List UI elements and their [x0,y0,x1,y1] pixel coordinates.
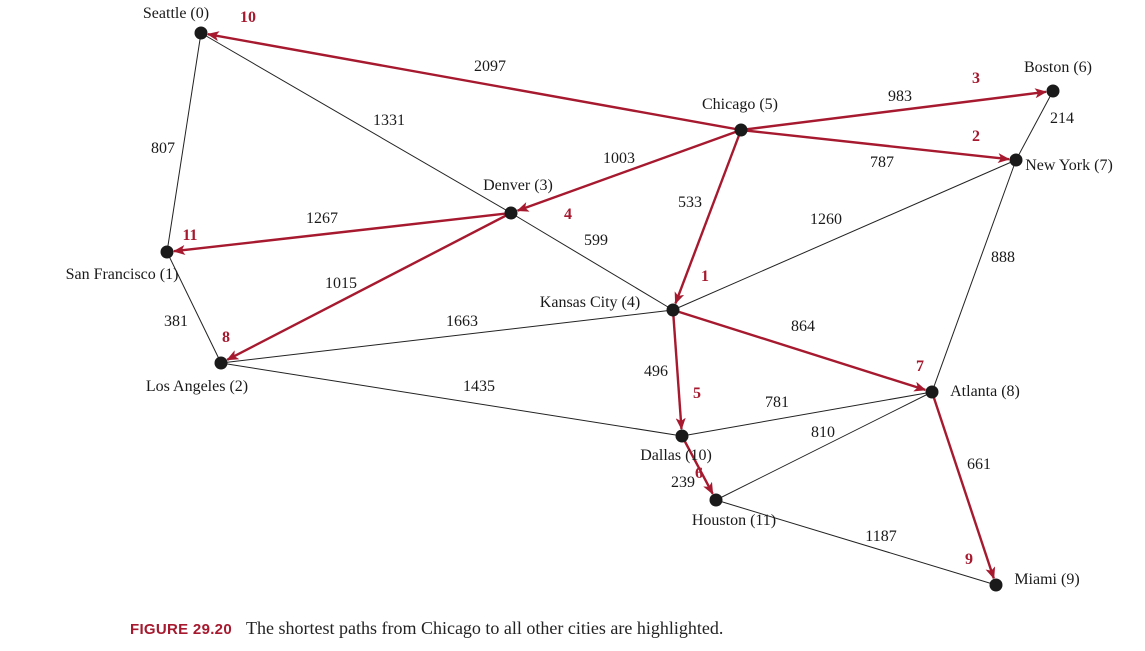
weight-label-chicago-denver: 1003 [603,150,635,167]
edge-chicago-seattle-highlighted [206,31,742,132]
edge-chicago-denver-highlighted [516,128,742,212]
node-chicago [734,123,748,137]
order-label-chicago-kansas-city: 1 [701,268,709,285]
weight-label-boston-new-york: 214 [1050,110,1074,127]
city-label-miami: Miami (9) [1014,571,1079,588]
weight-label-chicago-seattle: 2097 [474,58,506,75]
weight-label-chicago-kansas-city: 533 [678,194,702,211]
edge-denver-los-angeles-highlighted [226,211,512,361]
order-label-chicago-boston: 3 [972,70,980,87]
order-label-chicago-new-york: 2 [972,128,980,145]
order-label-denver-san-francisco: 11 [182,227,197,244]
weight-label-kansas-city-atlanta: 864 [791,318,815,335]
city-label-kansas-city: Kansas City (4) [540,294,640,311]
city-label-san-francisco: San Francisco (1) [66,266,179,283]
node-new-york [1009,153,1023,167]
order-label-dallas-houston: 6 [695,465,703,482]
node-miami [989,578,1003,592]
city-label-new-york: New York (7) [1025,157,1113,174]
edge-los-angeles-kansas-city [220,309,674,364]
node-dallas [675,429,689,443]
weight-label-los-angeles-kansas-city: 1663 [446,313,478,330]
weight-label-chicago-new-york: 787 [870,154,894,171]
edge-kansas-city-dallas-highlighted [671,309,686,431]
edge-houston-atlanta [715,391,933,501]
weight-label-dallas-houston: 239 [671,474,695,491]
weight-label-kansas-city-dallas: 496 [644,363,668,380]
node-los-angeles [214,356,228,370]
weight-label-chicago-boston: 983 [888,88,912,105]
node-boston [1046,84,1060,98]
node-houston [709,493,723,507]
edge-new-york-atlanta [931,159,1017,393]
order-label-kansas-city-atlanta: 7 [916,358,924,375]
edge-dallas-houston-highlighted [680,435,714,495]
edge-kansas-city-atlanta-highlighted [672,308,927,392]
edge-los-angeles-dallas [220,362,683,437]
figure-label: FIGURE 29.20 [130,621,232,638]
weight-label-denver-kansas-city: 599 [584,232,608,249]
weight-label-los-angeles-dallas: 1435 [463,378,495,395]
weight-label-denver-los-angeles: 1015 [325,275,357,292]
edge-chicago-new-york-highlighted [740,128,1011,164]
weight-label-houston-miami: 1187 [865,528,896,545]
graph-canvas: Seattle (0) San Francisco (1) Los Angeles … [66,5,1113,592]
edge-houston-miami [715,499,997,586]
city-label-atlanta: Atlanta (8) [950,383,1020,400]
weight-label-denver-san-francisco: 1267 [306,210,338,227]
weight-label-houston-atlanta: 810 [811,424,835,441]
weight-label-atlanta-miami: 661 [967,456,991,473]
node-denver [504,206,518,220]
figure-caption-text: The shortest paths from Chicago to all o… [245,618,724,638]
city-label-los-angeles: Los Angeles (2) [146,378,248,395]
city-label-seattle: Seattle (0) [143,5,209,22]
edge-kansas-city-new-york [672,159,1017,311]
node-seattle [194,26,208,40]
order-label-kansas-city-dallas: 5 [693,385,701,402]
city-label-dallas: Dallas (10) [640,447,712,464]
figure-caption: FIGURE 29.20 The shortest paths from Chic… [130,618,1130,639]
edge-chicago-kansas-city-highlighted [674,129,743,305]
city-label-boston: Boston (6) [1024,59,1092,76]
edge-boston-new-york [1015,90,1054,161]
node-kansas-city [666,303,680,317]
edge-dallas-atlanta [681,391,933,437]
order-label-atlanta-miami: 9 [965,551,973,568]
edge-denver-kansas-city [510,212,674,311]
weight-label-new-york-atlanta: 888 [991,249,1015,266]
order-label-chicago-seattle: 10 [240,9,256,26]
edge-seattle-san-francisco [166,32,202,253]
node-atlanta [925,385,939,399]
edge-chicago-boston-highlighted [740,88,1048,132]
weight-label-san-francisco-los-angeles: 381 [164,313,188,330]
order-label-denver-los-angeles: 8 [222,329,230,346]
edge-san-francisco-los-angeles [166,251,222,364]
city-label-houston: Houston (11) [692,512,776,529]
city-label-chicago: Chicago (5) [702,96,778,113]
edge-atlanta-miami-highlighted [930,391,996,580]
edges-layer [166,31,1054,586]
edge-denver-san-francisco-highlighted [172,211,512,255]
nodes-layer [160,26,1060,592]
weight-label-seattle-denver: 1331 [373,112,405,129]
labels-layer: Seattle (0) San Francisco (1) Los Angeles … [66,5,1113,588]
city-label-denver: Denver (3) [483,177,553,194]
node-san-francisco [160,245,174,259]
weight-label-kansas-city-new-york: 1260 [810,211,842,228]
weight-label-seattle-san-francisco: 807 [151,140,175,157]
edge-seattle-denver [200,32,512,214]
order-label-chicago-denver: 4 [564,206,572,223]
weight-label-dallas-atlanta: 781 [765,394,789,411]
